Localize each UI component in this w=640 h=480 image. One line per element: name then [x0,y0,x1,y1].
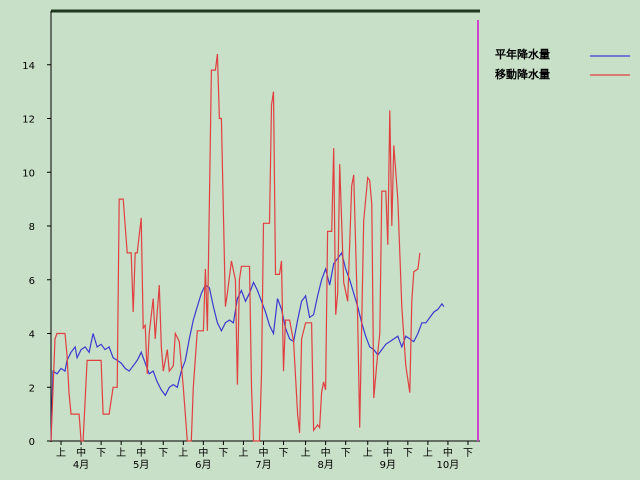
month-label: 7月 [255,459,271,471]
x-tick-label: 下 [96,448,106,459]
month-label: 8月 [317,459,333,471]
series-lines [50,53,445,442]
series-line-normal [50,251,445,442]
x-tick-label: 下 [403,448,413,459]
x-ticks: 上中下上中下上中下上中下上中下上中下上中下4月 5月 6月 7月 8月 9月 10月 [56,441,473,471]
y-tick-label: 10 [22,168,35,179]
month-label: 6月 [195,459,211,471]
x-tick-label: 上 [178,447,188,459]
x-tick-label: 上 [56,447,66,459]
x-tick-label: 中 [136,446,146,459]
x-tick-label: 中 [198,446,208,459]
y-tick-label: 8 [29,222,35,233]
x-tick-label: 中 [258,446,268,459]
x-tick-label: 下 [341,448,351,459]
month-label: 5月 [133,459,149,471]
plot-area [51,12,480,442]
x-tick-label: 中 [383,446,393,459]
x-tick-label: 中 [321,446,331,459]
x-tick-label: 上 [363,447,373,459]
y-tick-label: 14 [22,61,35,72]
x-tick-label: 中 [443,446,453,459]
series-line-moving [50,53,421,442]
y-tick-label: 0 [29,437,35,448]
month-label: 10月 [437,459,460,471]
x-tick-label: 上 [301,447,311,459]
y-ticks: 0 2 4 6 8 10 12 14 [22,61,51,448]
y-tick-label: 2 [29,383,35,394]
legend-label-moving: 移動降水量 [495,67,550,81]
x-tick-label: 下 [463,448,473,459]
x-tick-label: 上 [116,447,126,459]
x-tick-label: 上 [238,447,248,459]
y-tick-label: 4 [29,330,35,341]
y-tick-label: 6 [29,276,35,287]
x-tick-label: 上 [423,447,433,459]
legend-label-normal: 平年降水量 [495,47,550,61]
x-tick-label: 下 [158,448,168,459]
legend: 平年降水量 移動降水量 [495,47,630,81]
x-tick-label: 下 [279,448,289,459]
month-label: 4月 [73,459,89,471]
x-tick-label: 中 [76,446,86,459]
y-tick-label: 12 [22,115,35,126]
month-label: 9月 [380,459,396,471]
x-tick-label: 下 [218,448,228,459]
